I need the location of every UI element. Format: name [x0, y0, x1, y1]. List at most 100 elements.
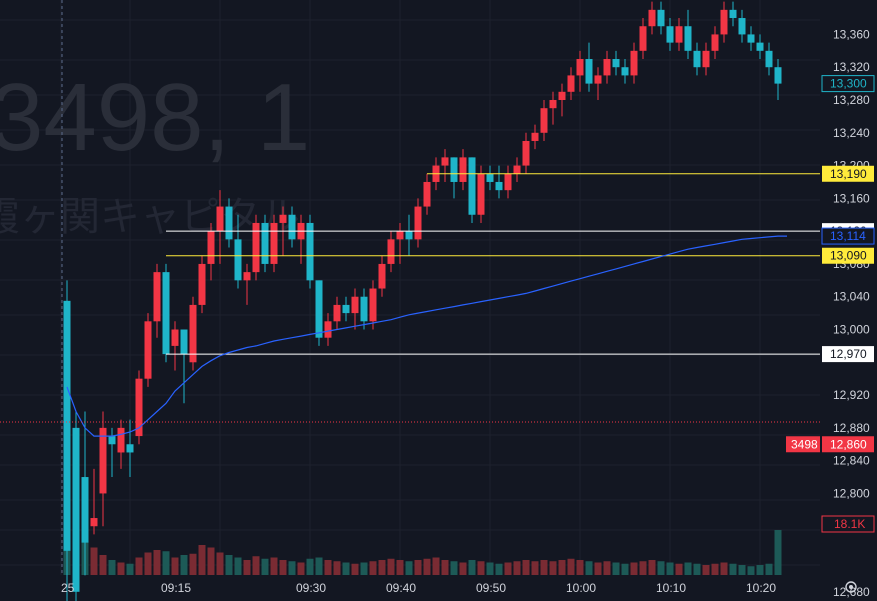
candle-body — [693, 50, 701, 68]
volume-bar — [729, 563, 737, 575]
volume-bar — [126, 563, 134, 575]
time-tick-label: 09:15 — [161, 581, 191, 595]
candle-body — [621, 67, 629, 76]
price-tick-label: 13,320 — [833, 60, 870, 74]
volume-bar — [432, 557, 440, 575]
volume-bar — [171, 557, 179, 575]
volume-bar — [135, 557, 143, 575]
candle-body — [171, 329, 179, 346]
candle-body — [612, 59, 620, 68]
volume-bar — [684, 562, 692, 575]
volume-bar — [180, 555, 188, 575]
volume-bar — [450, 561, 458, 575]
volume-bar — [648, 560, 656, 575]
candle-body — [333, 304, 341, 322]
volume-bar — [531, 561, 539, 575]
candle-body — [342, 304, 350, 314]
volume-bar — [711, 563, 719, 575]
volume-bar — [675, 563, 683, 575]
candle-body — [126, 444, 134, 453]
price-tag-bg — [822, 247, 874, 264]
candle-body — [540, 108, 548, 133]
volume-bar — [522, 560, 530, 575]
current-price-tag-label: 12,860 — [830, 437, 867, 451]
candle-body — [468, 157, 476, 215]
candle-body — [765, 50, 773, 68]
price-tick-label: 13,280 — [833, 93, 870, 107]
candle-body — [477, 173, 485, 215]
volume-bars — [63, 515, 782, 575]
volume-bar — [666, 562, 674, 575]
volume-bar — [468, 560, 476, 575]
candle-body — [522, 140, 530, 166]
horizontal-lines[interactable] — [166, 173, 820, 355]
candle-body — [441, 157, 449, 166]
candle-body — [72, 427, 80, 592]
candle-body — [558, 91, 566, 100]
price-tags: 13,19013,12013,11413,09012,970349812,860… — [786, 75, 875, 533]
candle-body — [603, 59, 611, 76]
volume-bar — [90, 547, 98, 575]
price-tag-bg — [822, 346, 874, 363]
price-tick-label: 12,920 — [833, 388, 870, 402]
candle-body — [711, 34, 719, 51]
candle-body — [81, 477, 89, 543]
candle-body — [648, 9, 656, 27]
candle-body — [396, 231, 404, 240]
volume-bar — [387, 558, 395, 575]
volume-bar — [396, 560, 404, 575]
time-tick-label: 10:10 — [656, 581, 686, 595]
price-tick-label: 12,800 — [833, 486, 870, 500]
volume-bar — [144, 552, 152, 575]
volume-bar — [162, 551, 170, 575]
candle-body — [162, 272, 170, 355]
candle-body — [531, 132, 539, 141]
time-tick-label: 09:40 — [386, 581, 416, 595]
candle-body — [756, 42, 764, 51]
volume-bar — [486, 562, 494, 575]
candle-body — [774, 67, 782, 84]
price-tick-label: 13,160 — [833, 191, 870, 205]
candle-body — [360, 296, 368, 322]
candle-body — [504, 173, 512, 191]
current-price-tag-bg — [822, 436, 874, 453]
volume-bar — [216, 552, 224, 575]
candle-body — [90, 518, 98, 527]
candle-body — [639, 26, 647, 51]
volume-bar — [423, 558, 431, 575]
candle-body — [243, 272, 251, 281]
candle-body — [198, 263, 206, 305]
candle-body — [666, 26, 674, 43]
volume-bar — [198, 545, 206, 575]
candle-body — [729, 9, 737, 19]
volume-bar — [720, 562, 728, 575]
time-tick-label: 09:30 — [296, 581, 326, 595]
volume-bar — [225, 555, 233, 575]
candle-body — [306, 222, 314, 281]
volume-bar — [117, 562, 125, 575]
candles[interactable] — [63, 1, 782, 601]
candle-body — [747, 34, 755, 43]
settings-gear-icon[interactable] — [845, 581, 857, 593]
volume-bar — [657, 561, 665, 575]
time-axis[interactable]: 25 09:15 09:30 09:40 09:50 10:00 10:10 10:20 — [61, 581, 776, 595]
volume-bar — [540, 560, 548, 575]
candle-body — [216, 206, 224, 232]
volume-bar — [333, 561, 341, 575]
volume-bar — [315, 557, 323, 575]
price-tag-label: 12,970 — [830, 347, 867, 361]
candle-body — [720, 9, 728, 35]
volume-bar — [612, 562, 620, 575]
candle-body — [495, 181, 503, 191]
volume-bar — [747, 566, 755, 575]
volume-bar — [549, 561, 557, 575]
candle-body — [279, 214, 287, 223]
candle-body — [99, 427, 107, 494]
vwap-line — [66, 235, 787, 437]
candle-body — [63, 300, 71, 551]
volume-bar — [342, 562, 350, 575]
volume-tag-bg — [821, 515, 875, 533]
last-price-tag-bg — [821, 75, 875, 93]
